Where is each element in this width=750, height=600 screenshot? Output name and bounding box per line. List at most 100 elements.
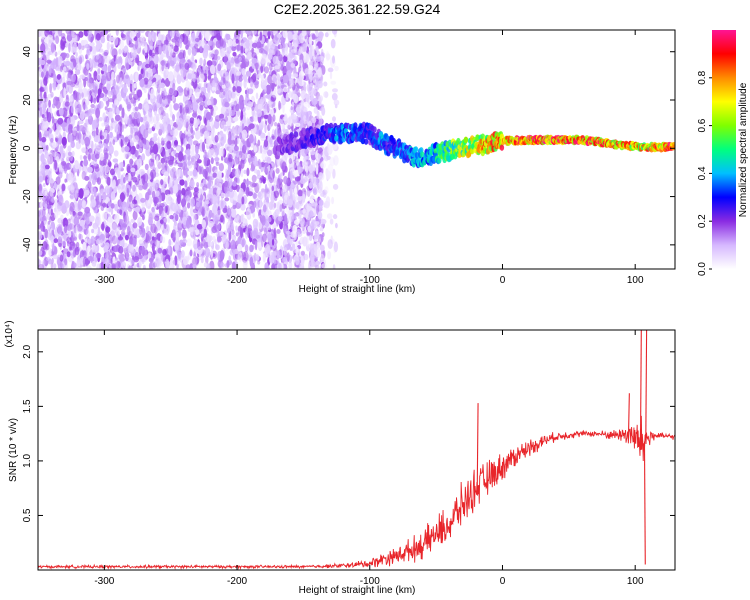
- noise-blob: [279, 173, 283, 179]
- noise-blob: [148, 159, 152, 164]
- noise-blob: [189, 263, 194, 269]
- noise-blob: [258, 162, 262, 170]
- noise-blob: [97, 91, 101, 99]
- noise-blob: [329, 218, 334, 225]
- noise-blob: [137, 217, 143, 226]
- noise-blob: [90, 36, 93, 43]
- noise-blob: [282, 256, 287, 263]
- noise-blob: [220, 120, 226, 129]
- noise-blob: [103, 51, 109, 57]
- noise-blob: [132, 222, 138, 229]
- noise-blob: [115, 30, 119, 36]
- noise-blob: [288, 158, 293, 165]
- noise-blob: [187, 47, 192, 56]
- noise-blob: [58, 132, 62, 139]
- noise-blob: [277, 127, 282, 138]
- noise-blob: [84, 187, 90, 197]
- noise-blob: [254, 62, 259, 70]
- noise-blob: [42, 241, 48, 250]
- noise-blob: [135, 180, 139, 186]
- noise-blob: [104, 131, 108, 137]
- noise-blob: [179, 130, 183, 140]
- noise-blob: [51, 197, 55, 203]
- noise-blob: [267, 232, 272, 243]
- noise-blob: [206, 126, 210, 134]
- noise-blob: [204, 30, 210, 42]
- noise-blob: [219, 231, 224, 236]
- noise-blob: [250, 166, 255, 172]
- noise-blob: [55, 56, 59, 68]
- noise-blob: [249, 244, 254, 253]
- noise-blob: [238, 160, 243, 171]
- noise-blob: [224, 197, 230, 202]
- noise-blob: [257, 260, 261, 265]
- noise-blob: [288, 261, 293, 269]
- noise-blob: [95, 33, 101, 41]
- noise-blob: [187, 170, 191, 176]
- noise-blob: [110, 46, 115, 56]
- noise-blob: [141, 41, 147, 47]
- noise-blob: [205, 197, 209, 205]
- noise-blob: [134, 57, 139, 64]
- noise-blob: [218, 170, 222, 180]
- noise-blob: [196, 201, 200, 208]
- noise-blob: [159, 219, 164, 224]
- noise-blob: [159, 205, 163, 215]
- noise-blob: [58, 242, 62, 248]
- noise-blob: [282, 48, 285, 57]
- noise-blob: [167, 123, 172, 133]
- noise-blob: [89, 41, 95, 47]
- noise-blob: [177, 117, 184, 129]
- noise-blob: [194, 213, 199, 221]
- noise-blob: [261, 74, 264, 83]
- noise-blob: [178, 151, 184, 162]
- noise-blob: [327, 250, 332, 260]
- noise-blob: [64, 178, 67, 183]
- noise-blob: [48, 258, 52, 265]
- noise-blob: [44, 130, 49, 137]
- noise-blob: [38, 148, 42, 154]
- noise-blob: [66, 251, 71, 258]
- noise-blob: [68, 133, 73, 143]
- noise-blob: [115, 123, 121, 135]
- noise-blob: [296, 35, 302, 45]
- noise-blob: [262, 252, 266, 263]
- noise-blob: [332, 183, 339, 190]
- noise-blob: [59, 107, 64, 117]
- noise-blob: [203, 43, 209, 53]
- noise-blob: [101, 75, 107, 85]
- noise-blob: [236, 177, 240, 184]
- noise-blob: [97, 226, 101, 236]
- noise-blob: [241, 30, 246, 34]
- noise-blob: [54, 159, 58, 171]
- noise-blob: [161, 162, 166, 172]
- noise-blob: [271, 238, 275, 246]
- noise-blob: [64, 101, 70, 107]
- noise-blob: [179, 179, 185, 186]
- noise-blob: [137, 167, 140, 173]
- noise-blob: [91, 260, 97, 267]
- noise-blob: [251, 106, 255, 117]
- noise-blob: [57, 232, 64, 240]
- noise-blob: [261, 152, 268, 161]
- noise-blob: [220, 30, 224, 37]
- noise-blob: [119, 103, 123, 110]
- noise-blob: [49, 190, 54, 197]
- noise-blob: [190, 205, 194, 217]
- noise-blob: [303, 253, 309, 261]
- noise-blob: [193, 231, 196, 240]
- noise-blob: [238, 100, 244, 110]
- noise-blob: [103, 245, 109, 253]
- noise-blob: [176, 251, 182, 261]
- noise-blob: [201, 219, 206, 229]
- noise-blob: [259, 198, 262, 210]
- noise-blob: [154, 215, 160, 222]
- noise-blob: [192, 101, 199, 112]
- noise-blob: [165, 193, 172, 205]
- noise-blob: [157, 161, 162, 169]
- noise-blob: [248, 154, 252, 166]
- noise-blob: [187, 100, 192, 108]
- noise-blob: [192, 140, 199, 146]
- noise-blob: [81, 170, 87, 180]
- noise-blob: [224, 116, 229, 122]
